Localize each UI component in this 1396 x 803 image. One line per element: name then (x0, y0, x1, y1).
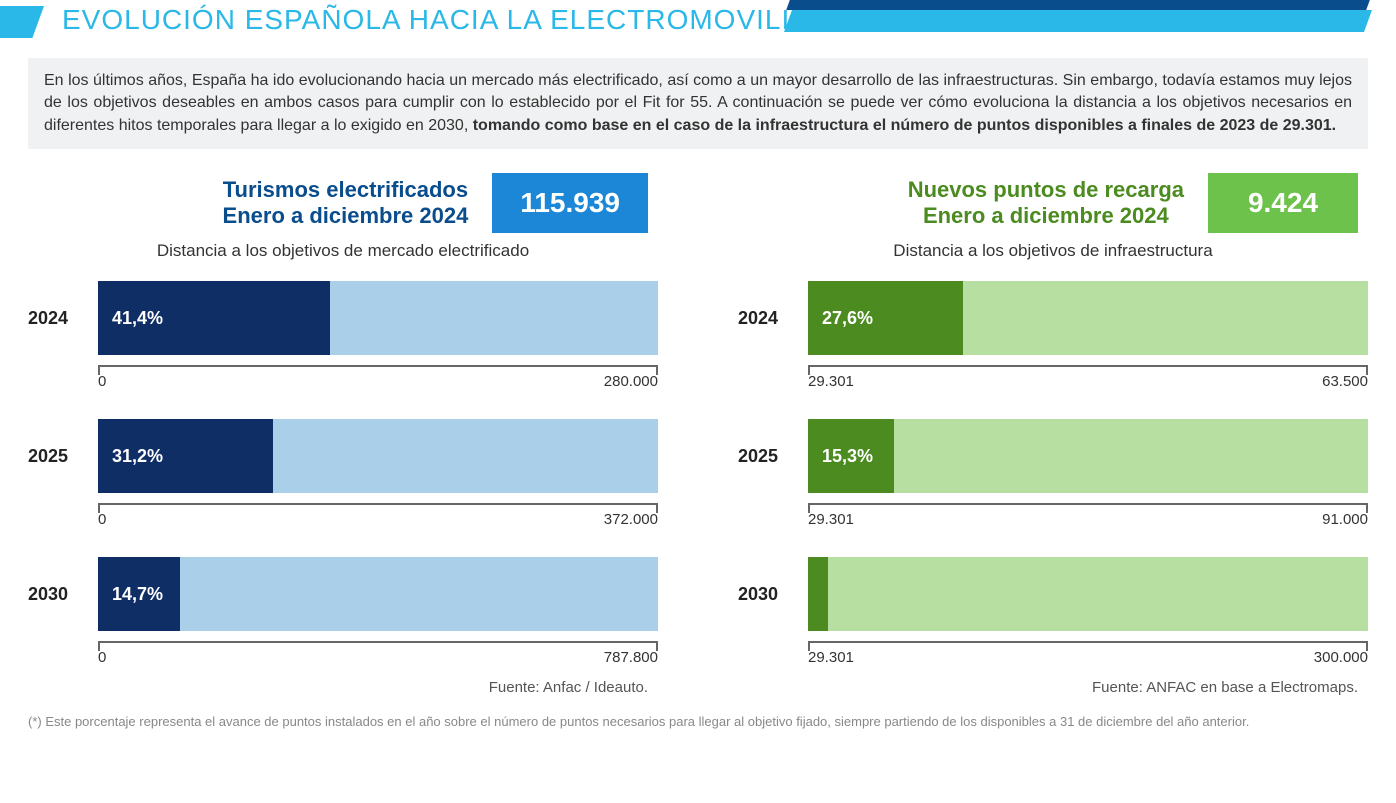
right-subtitle: Distancia a los objetivos de infraestruc… (738, 241, 1368, 261)
bar-area: 41,4% (98, 281, 658, 355)
bar-fill: 14,7% (98, 557, 180, 631)
axis-max-label: 787.800 (604, 649, 658, 666)
axis-max-label: 63.500 (1322, 373, 1368, 390)
year-label: 2024 (738, 308, 808, 329)
year-label: 2030 (738, 584, 808, 605)
right-bar-rows: 202427,6% 29.301 63.500 202515,3% 29.301 91.0… (738, 281, 1368, 665)
left-title-line1: Turismos electrificados (223, 177, 468, 202)
bar-row: 203014,7% (28, 557, 658, 631)
left-bar-rows: 202441,4% 0 280.000 202531,2% 0 372.000 203014… (28, 281, 658, 665)
left-source: Fuente: Anfac / Ideauto. (28, 679, 658, 696)
bar-area: 31,2% (98, 419, 658, 493)
bar-background (808, 557, 1368, 631)
footnote: (*) Este porcentaje representa el avance… (0, 704, 1396, 743)
bar-row: 202427,6% (738, 281, 1368, 355)
right-title-line1: Nuevos puntos de recarga (908, 177, 1184, 202)
bar-track: 31,2% (98, 419, 658, 493)
axis-min-label: 29.301 (808, 373, 854, 390)
bar-area: 3,5% (808, 557, 1368, 631)
right-title: Nuevos puntos de recarga Enero a diciemb… (908, 177, 1184, 230)
bar-fill: 31,2% (98, 419, 273, 493)
bar-axis: 29.301 63.500 (808, 365, 1368, 389)
bar-fill: 41,4% (98, 281, 330, 355)
bar-fill (808, 557, 828, 631)
bar-row: 202515,3% (738, 419, 1368, 493)
bar-track: 3,5% (808, 557, 1368, 631)
axis-max-label: 280.000 (604, 373, 658, 390)
axis-min-label: 0 (98, 511, 106, 528)
axis-min-label: 29.301 (808, 511, 854, 528)
axis-min-label: 0 (98, 649, 106, 666)
bar-area: 15,3% (808, 419, 1368, 493)
left-title: Turismos electrificados Enero a diciembr… (223, 177, 469, 230)
right-column: Nuevos puntos de recarga Enero a diciemb… (738, 173, 1368, 704)
bar-row: 202531,2% (28, 419, 658, 493)
right-title-line2: Enero a diciembre 2024 (923, 203, 1169, 228)
page-title: EVOLUCIÓN ESPAÑOLA HACIA LA ELECTROMOVIL… (62, 4, 852, 36)
bar-axis: 0 280.000 (98, 365, 658, 389)
bar-row: 20303,5% (738, 557, 1368, 631)
bar-axis: 29.301 300.000 (808, 641, 1368, 665)
year-label: 2025 (28, 446, 98, 467)
left-badge: 115.939 (492, 173, 648, 233)
bar-track: 41,4% (98, 281, 658, 355)
charts-container: Turismos electrificados Enero a diciembr… (0, 173, 1396, 704)
left-header: Turismos electrificados Enero a diciembr… (28, 173, 658, 233)
left-subtitle: Distancia a los objetivos de mercado ele… (28, 241, 658, 261)
right-source: Fuente: ANFAC en base a Electromaps. (738, 679, 1368, 696)
axis-max-label: 372.000 (604, 511, 658, 528)
left-column: Turismos electrificados Enero a diciembr… (28, 173, 658, 704)
axis-min-label: 0 (98, 373, 106, 390)
axis-max-label: 300.000 (1314, 649, 1368, 666)
bar-axis: 0 372.000 (98, 503, 658, 527)
axis-max-label: 91.000 (1322, 511, 1368, 528)
year-label: 2025 (738, 446, 808, 467)
bar-axis: 29.301 91.000 (808, 503, 1368, 527)
bar-fill: 15,3% (808, 419, 894, 493)
bar-background (98, 557, 658, 631)
header-tab-accent (0, 6, 44, 38)
bar-fill: 27,6% (808, 281, 963, 355)
year-label: 2030 (28, 584, 98, 605)
bar-track: 15,3% (808, 419, 1368, 493)
bar-row: 202441,4% (28, 281, 658, 355)
page-header: EVOLUCIÓN ESPAÑOLA HACIA LA ELECTROMOVIL… (0, 0, 1396, 46)
axis-min-label: 29.301 (808, 649, 854, 666)
bar-axis: 0 787.800 (98, 641, 658, 665)
bar-area: 27,6% (808, 281, 1368, 355)
intro-paragraph: En los últimos años, España ha ido evolu… (28, 58, 1368, 149)
right-header: Nuevos puntos de recarga Enero a diciemb… (738, 173, 1368, 233)
bar-track: 27,6% (808, 281, 1368, 355)
bar-area: 14,7% (98, 557, 658, 631)
intro-text-bold: tomando como base en el caso de la infra… (473, 117, 1336, 134)
right-badge: 9.424 (1208, 173, 1358, 233)
header-stripe (788, 0, 1368, 46)
year-label: 2024 (28, 308, 98, 329)
left-title-line2: Enero a diciembre 2024 (223, 203, 469, 228)
bar-track: 14,7% (98, 557, 658, 631)
